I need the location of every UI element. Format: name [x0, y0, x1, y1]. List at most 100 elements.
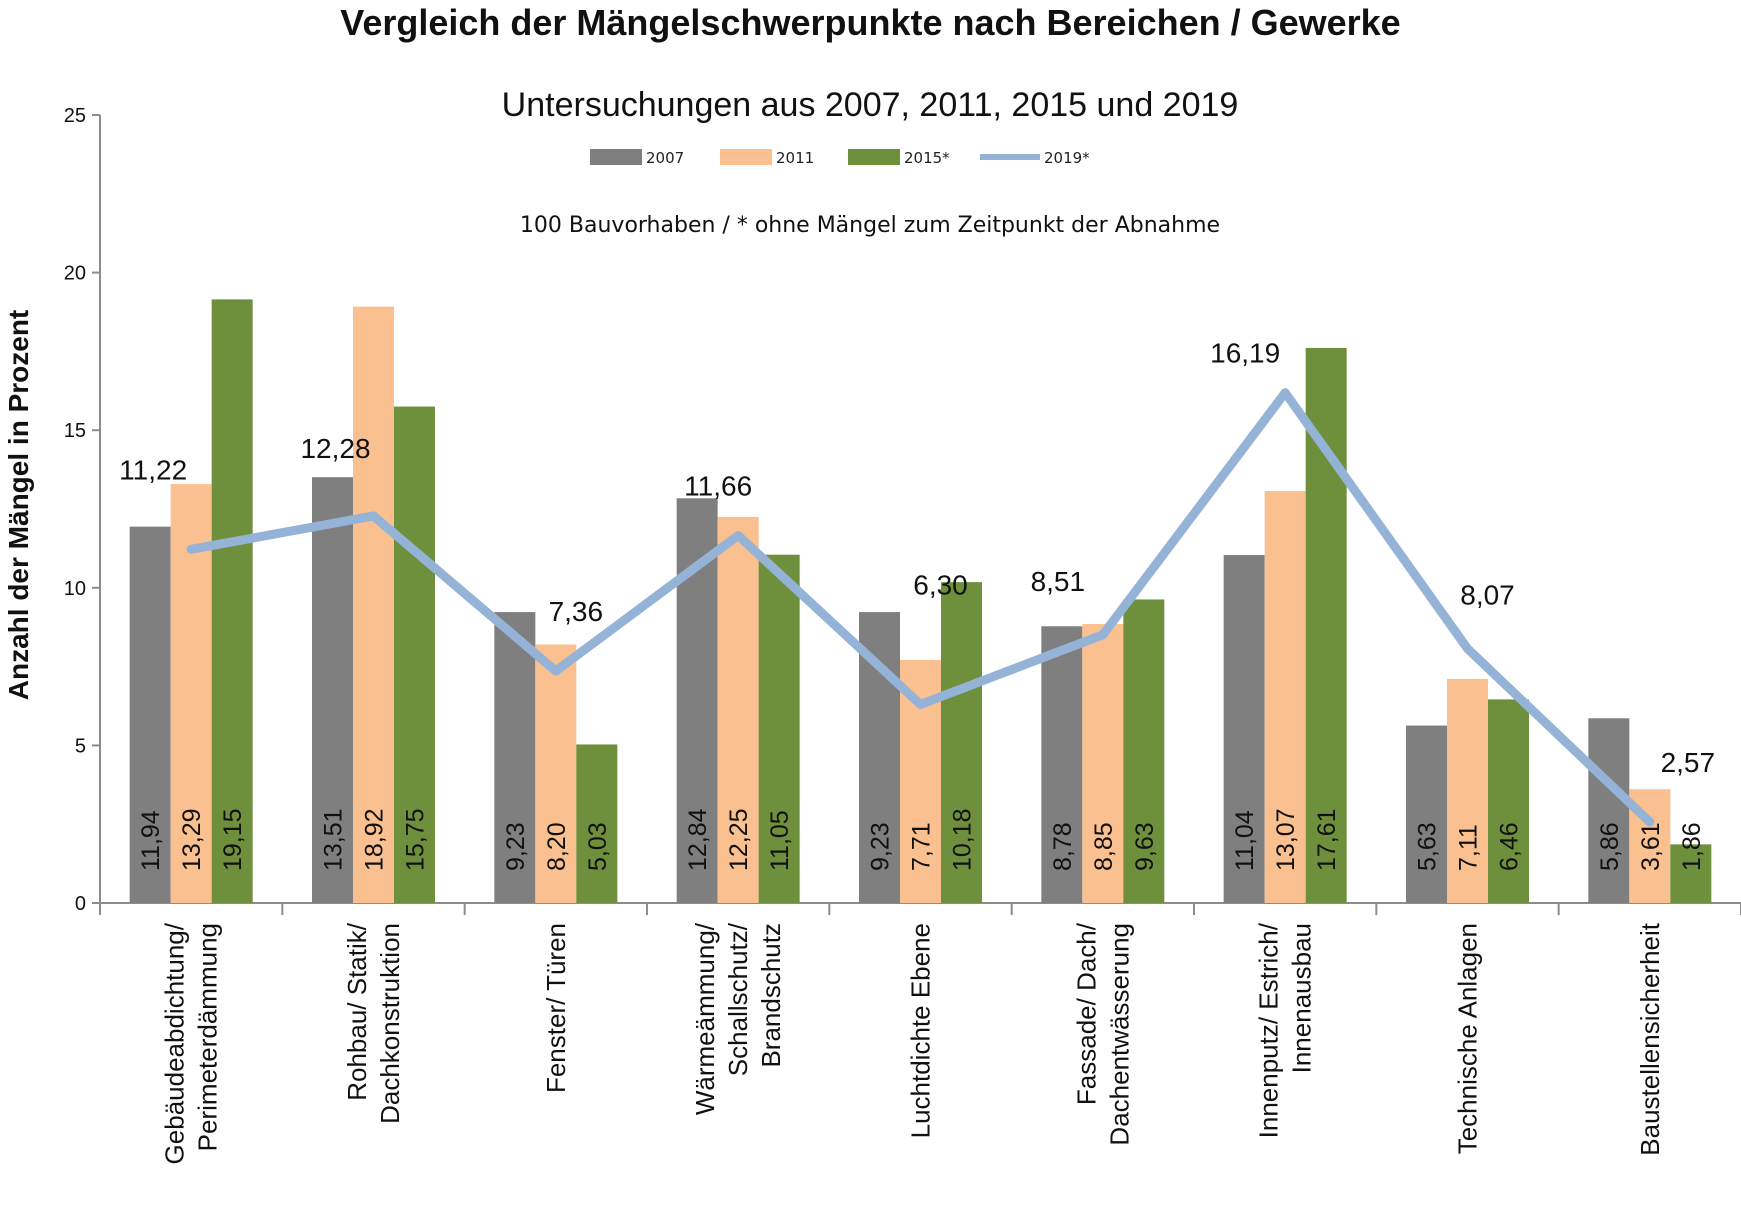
bar-value-label: 11,05: [766, 810, 794, 871]
bar-value-label: 13,29: [178, 808, 206, 871]
line-value-label: 2,57: [1661, 747, 1716, 778]
line-series: [186, 388, 1655, 827]
y-tick-label: 0: [75, 893, 86, 915]
bar: [1264, 491, 1306, 903]
legend-label: 2011: [776, 149, 814, 167]
bar-value-label: 12,25: [725, 808, 753, 871]
category-label: Rohbau/ Statik/Dachkonstruktion: [342, 922, 405, 1124]
category-label: Fassade/ Dach/Dachentwässerung: [1071, 922, 1134, 1145]
y-axis-label: Anzahl der Mängel in Prozent: [3, 310, 34, 700]
bar: [535, 644, 577, 903]
bar-value-label: 19,15: [219, 808, 247, 871]
category-label: Baustellensicherheit: [1635, 922, 1665, 1155]
category-label-line: Innenausbau: [1287, 923, 1317, 1073]
line-value-label: 12,28: [300, 433, 370, 464]
line-value-label: 8,51: [1031, 566, 1086, 597]
category-label: Gebäudeabdichtung/Perimeterdämmung: [160, 922, 223, 1164]
chart-subtitle: Untersuchungen aus 2007, 2011, 2015 und …: [502, 86, 1239, 124]
chart-title: Vergleich der Mängelschwerpunkte nach Be…: [340, 2, 1401, 43]
bar: [1406, 725, 1447, 903]
category-label-line: Perimeterdämmung: [193, 923, 223, 1151]
legend-swatch: [720, 149, 772, 165]
bar: [1082, 624, 1124, 903]
y-tick-label: 15: [64, 420, 86, 442]
bar: [1305, 347, 1347, 903]
bar-value-label: 5,86: [1596, 822, 1624, 871]
category-label: Luchtdichte Ebene: [906, 923, 936, 1138]
bar-value-label: 18,92: [361, 808, 389, 871]
bar: [394, 406, 435, 903]
category-label-line: Brandschutz: [756, 923, 786, 1068]
legend-swatch: [590, 149, 642, 165]
bar: [1488, 699, 1529, 903]
line-labels: 11,22 12,28 7,36 11,66 6,30 8,51 16,19 8,07 2,57: [119, 338, 1715, 778]
bar: [576, 744, 618, 903]
bar-value-label: 1,86: [1678, 822, 1706, 871]
bar-value-label: 15,75: [402, 808, 430, 871]
bar-labels: 11,94 13,51 9,23 12,84 9,23 8,78 11,04 5,63 5,86…: [137, 808, 1706, 871]
y-tick-label: 20: [64, 263, 86, 285]
line-value-label: 8,07: [1460, 580, 1515, 611]
bar: [941, 582, 982, 903]
bar: [211, 299, 253, 904]
category-label-line: Gebäudeabdichtung/: [160, 922, 190, 1164]
line-value-label: 16,19: [1210, 338, 1280, 369]
bar-value-label: 7,11: [1455, 824, 1483, 871]
y-tick-label: 25: [64, 105, 86, 127]
bar-value-label: 17,61: [1313, 808, 1341, 871]
bar: [1670, 844, 1712, 903]
bar-value-label: 13,07: [1272, 808, 1300, 871]
chart-note: 100 Bauvorhaben / * ohne Mängel zum Zeit…: [520, 213, 1220, 238]
bar-value-label: 10,18: [949, 808, 977, 871]
line-value-label: 6,30: [913, 569, 968, 600]
bar-value-label: 11,94: [137, 810, 165, 871]
legend-swatch: [848, 149, 900, 165]
line-value-label: 11,22: [119, 454, 187, 485]
bar: [353, 306, 394, 903]
bar-value-label: 7,71: [908, 822, 936, 871]
category-label-line: Fassade/ Dach/: [1071, 922, 1101, 1105]
bar-value-label: 8,20: [543, 822, 571, 871]
bar-value-label: 5,63: [1414, 822, 1442, 871]
bar-value-label: 5,03: [584, 822, 612, 871]
bar-value-label: 3,61: [1637, 822, 1665, 871]
bar: [717, 516, 759, 903]
bar: [1447, 678, 1488, 903]
category-label-line: Luchtdichte Ebene: [906, 923, 936, 1138]
bar-value-label: 11,04: [1231, 810, 1259, 871]
bars: [129, 299, 1712, 904]
category-label: Wärmeämmung/Schallschutz/Brandschutz: [690, 922, 786, 1115]
category-label-line: Baustellensicherheit: [1635, 922, 1665, 1155]
bar: [1123, 599, 1165, 903]
bar: [1041, 626, 1083, 903]
line-value-label: 7,36: [549, 596, 604, 627]
bar: [1223, 555, 1265, 903]
line-value-label: 11,66: [684, 470, 752, 501]
category-label: Fenster/ Türen: [541, 923, 571, 1093]
bar-value-label: 9,63: [1131, 822, 1159, 871]
category-label-line: Dachentwässerung: [1104, 923, 1134, 1146]
legend-label: 2019*: [1044, 149, 1090, 167]
bar-value-label: 8,85: [1090, 822, 1118, 871]
bar-value-label: 9,23: [867, 822, 895, 871]
bar-value-label: 6,46: [1496, 822, 1524, 871]
category-label-line: Dachkonstruktion: [375, 923, 405, 1124]
bar: [1588, 718, 1630, 903]
category-label-line: Fenster/ Türen: [541, 923, 571, 1093]
bar-value-label: 12,84: [684, 808, 712, 871]
bar: [129, 526, 171, 903]
category-label-line: Innenputz/ Estrich/: [1254, 922, 1284, 1138]
bar: [170, 484, 212, 903]
bar-value-label: 9,23: [502, 822, 530, 871]
legend-label: 2007: [646, 149, 684, 167]
bar-value-label: 8,78: [1049, 822, 1077, 871]
category-label: Technische Anlagen: [1453, 923, 1483, 1154]
category-label-line: Technische Anlagen: [1453, 923, 1483, 1154]
y-tick-label: 10: [64, 578, 86, 600]
legend-label: 2015*: [904, 149, 950, 167]
category-labels: Gebäudeabdichtung/Perimeterdämmung Rohbau…: [160, 922, 1665, 1164]
bar-value-label: 13,51: [320, 808, 348, 871]
bar: [494, 612, 536, 903]
y-tick-label: 5: [75, 735, 86, 757]
